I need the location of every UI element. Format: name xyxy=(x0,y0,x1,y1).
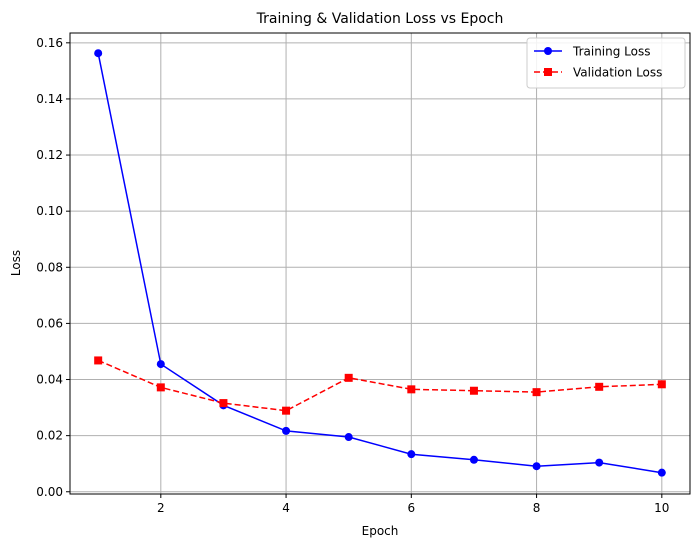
validation-loss-point xyxy=(595,382,604,391)
legend: Training Loss Validation Loss xyxy=(526,37,686,89)
x-tick-label: 8 xyxy=(533,501,541,515)
training-loss-point xyxy=(657,468,666,477)
validation-loss-point xyxy=(94,356,103,365)
training-loss-point xyxy=(344,433,353,442)
training-loss-point xyxy=(532,462,541,471)
validation-loss-point xyxy=(156,383,165,392)
training-loss-point xyxy=(282,426,291,435)
validation-loss-point xyxy=(532,388,541,397)
x-tick-label: 6 xyxy=(407,501,415,515)
chart-title: Training & Validation Loss vs Epoch xyxy=(256,11,504,27)
ticks: 2 4 6 8 10 0.00 0.02 0.04 0.06 0.08 0.10 0.12 0.14 0.… xyxy=(36,36,669,515)
y-axis-label: Loss xyxy=(9,250,23,276)
legend-marker-training xyxy=(544,47,552,55)
validation-loss-point xyxy=(657,380,666,389)
validation-loss-line xyxy=(97,359,662,412)
validation-loss-point xyxy=(344,373,353,382)
series-layer xyxy=(94,49,666,477)
validation-loss-point xyxy=(407,385,416,394)
validation-loss-point xyxy=(219,399,228,408)
training-loss-point xyxy=(407,450,416,459)
y-tick-label: 0.10 xyxy=(36,204,63,218)
x-tick-label: 4 xyxy=(282,501,290,515)
validation-loss-point xyxy=(469,386,478,395)
x-tick-label: 10 xyxy=(654,501,669,515)
training-loss-point xyxy=(94,49,103,58)
grid xyxy=(70,33,690,494)
training-loss-point xyxy=(156,360,165,369)
training-loss-point xyxy=(469,455,478,464)
plot-frame xyxy=(69,32,691,495)
x-tick-label: 2 xyxy=(157,501,165,515)
y-tick-label: 0.00 xyxy=(36,485,63,499)
y-tick-label: 0.12 xyxy=(36,148,63,162)
y-tick-label: 0.14 xyxy=(36,92,63,106)
y-tick-label: 0.02 xyxy=(36,429,63,443)
y-tick-label: 0.06 xyxy=(36,316,63,330)
validation-loss-point xyxy=(282,406,291,415)
legend-label-validation: Validation Loss xyxy=(573,66,662,80)
y-tick-label: 0.04 xyxy=(36,373,63,387)
legend-label-training: Training Loss xyxy=(572,45,650,59)
legend-marker-validation xyxy=(544,68,552,76)
training-loss-line xyxy=(97,53,662,474)
y-tick-label: 0.16 xyxy=(36,36,63,50)
legend-box xyxy=(526,37,686,89)
training-loss-point xyxy=(595,458,604,467)
x-axis-label: Epoch xyxy=(362,524,399,538)
y-tick-label: 0.08 xyxy=(36,260,63,274)
